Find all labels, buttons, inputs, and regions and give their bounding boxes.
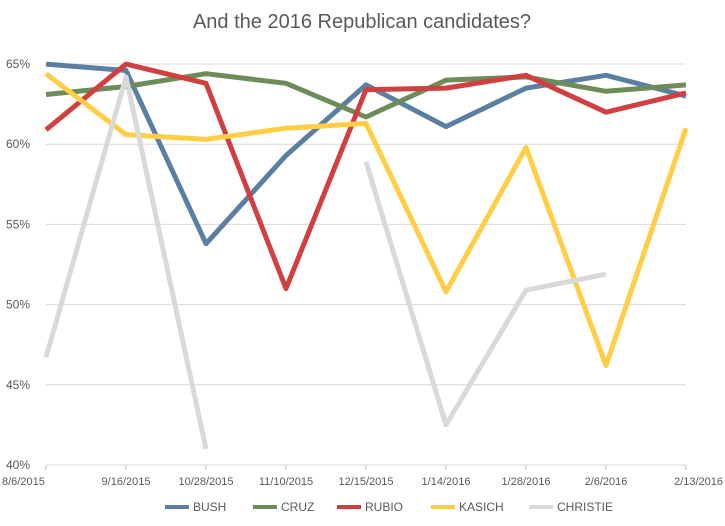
x-tick-label: 1/28/2016 <box>502 476 551 488</box>
y-tick-label: 65% <box>6 57 30 71</box>
legend-label-christie: CHRISTIE <box>557 500 613 514</box>
x-tick-label: 2/13/2016 <box>674 476 723 488</box>
y-tick-label: 40% <box>6 458 30 472</box>
legend-label-rubio: RUBIO <box>365 500 403 514</box>
series-line-bush <box>45 61 687 247</box>
legend: BUSH CRUZ RUBIO KASICH CHRISTIE <box>165 500 613 514</box>
x-tick-label: 11/10/2015 <box>259 476 313 488</box>
x-axis: 8/6/2015 9/16/2015 10/28/2015 11/10/2015 12/… <box>2 465 723 488</box>
x-tick-label: 2/6/2016 <box>585 476 628 488</box>
series-line-christie <box>363 161 607 428</box>
x-tick-label: 1/14/2016 <box>422 476 471 488</box>
series-line-christie <box>43 74 209 450</box>
x-tick-label: 12/15/2015 <box>338 476 393 488</box>
y-tick-label: 45% <box>6 378 30 392</box>
legend-label-bush: BUSH <box>193 500 226 514</box>
x-tick-label: 10/28/2015 <box>178 476 233 488</box>
series-lines <box>43 61 689 450</box>
y-tick-label: 60% <box>6 137 30 151</box>
legend-label-cruz: CRUZ <box>281 500 314 514</box>
y-axis: 40% 45% 50% 55% 60% 65% <box>6 57 30 472</box>
y-tick-label: 55% <box>6 217 30 231</box>
x-tick-label: 9/16/2015 <box>102 476 151 488</box>
series-line-cruz <box>45 71 687 120</box>
series-line-kasich <box>44 71 689 369</box>
legend-label-kasich: KASICH <box>459 500 504 514</box>
series-line-rubio <box>44 61 687 292</box>
chart-title: And the 2016 Republican candidates? <box>193 11 531 33</box>
x-tick-label: 8/6/2015 <box>2 476 45 488</box>
y-tick-label: 50% <box>6 298 30 312</box>
gridlines <box>46 63 686 466</box>
